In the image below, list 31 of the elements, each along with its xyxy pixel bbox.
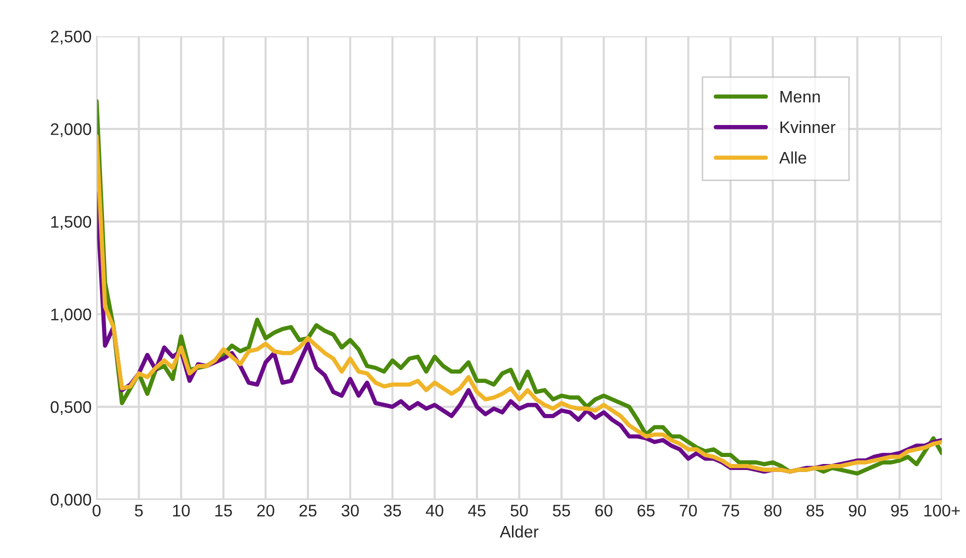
x-tick-label: 65 (638, 504, 655, 517)
x-tick-label: 90 (848, 504, 866, 517)
x-tick-label: 75 (722, 504, 740, 517)
legend-label: Kvinner (780, 120, 836, 134)
x-tick-label: 15 (215, 504, 232, 517)
x-tick-label: 20 (257, 504, 274, 517)
x-tick-label: 45 (468, 504, 486, 517)
x-axis-title: Alder (500, 525, 538, 538)
x-tick-label: 10 (173, 504, 190, 517)
y-tick-label: 0,000 (50, 494, 92, 508)
x-tick-label: 0 (92, 504, 101, 517)
y-tick-label: 2,000 (50, 123, 92, 138)
x-tick-label: 70 (680, 504, 697, 517)
x-tick-label: 100+ (924, 504, 960, 517)
x-tick-label: 50 (510, 504, 528, 517)
legend-label: Menn (780, 90, 820, 103)
x-tick-label: 5 (134, 504, 143, 517)
x-tick-label: 55 (552, 504, 570, 517)
x-tick-label: 80 (764, 504, 782, 517)
x-tick-label: 25 (299, 504, 316, 517)
x-tick-label: 40 (426, 504, 444, 517)
y-tick-label: 0,500 (50, 401, 92, 415)
x-tick-label: 60 (595, 504, 612, 517)
x-tick-label: 30 (342, 504, 359, 517)
y-tick-label: 1,500 (51, 216, 92, 230)
x-tick-label: 35 (384, 504, 402, 517)
x-tick-label: 85 (806, 504, 824, 517)
legend-label: Alle (779, 151, 806, 164)
x-tick-label: 95 (891, 504, 908, 517)
y-tick-label: 1,000 (51, 308, 92, 322)
y-tick-label: 2,500 (50, 30, 92, 44)
